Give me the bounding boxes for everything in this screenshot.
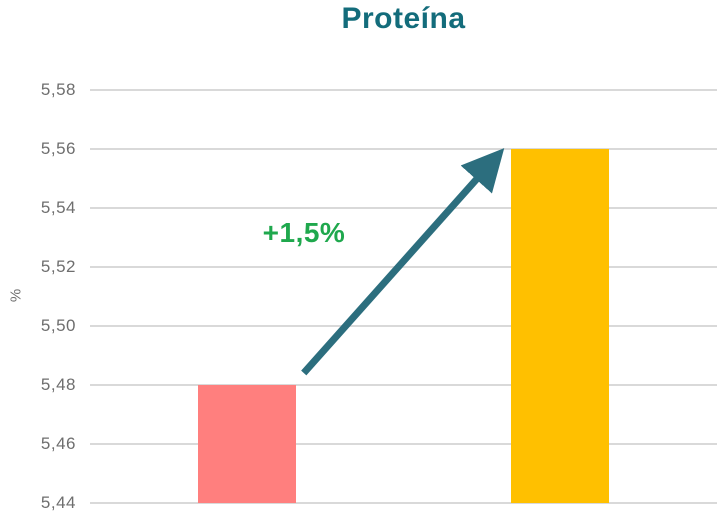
y-tick-label: 5,56 — [40, 139, 76, 158]
delta-annotation: +1,5% — [262, 217, 346, 248]
y-tick-label: 5,54 — [40, 198, 76, 217]
y-tick-label: 5,46 — [40, 434, 76, 453]
gridline — [90, 384, 717, 386]
gridline — [90, 266, 717, 268]
gridline — [90, 502, 717, 504]
chart-title: Proteína — [341, 2, 466, 35]
gridline — [90, 207, 717, 209]
bar — [197, 385, 296, 503]
gridline — [90, 443, 717, 445]
gridline — [90, 89, 717, 91]
gridline — [90, 148, 717, 150]
y-tick-label: 5,50 — [40, 316, 76, 335]
y-tick-label: 5,52 — [40, 257, 76, 276]
gridline — [90, 325, 717, 327]
y-tick-label: 5,44 — [40, 493, 76, 512]
y-tick-label: 5,48 — [40, 375, 76, 394]
bar — [511, 149, 610, 503]
y-tick-label: 5,58 — [40, 80, 76, 99]
